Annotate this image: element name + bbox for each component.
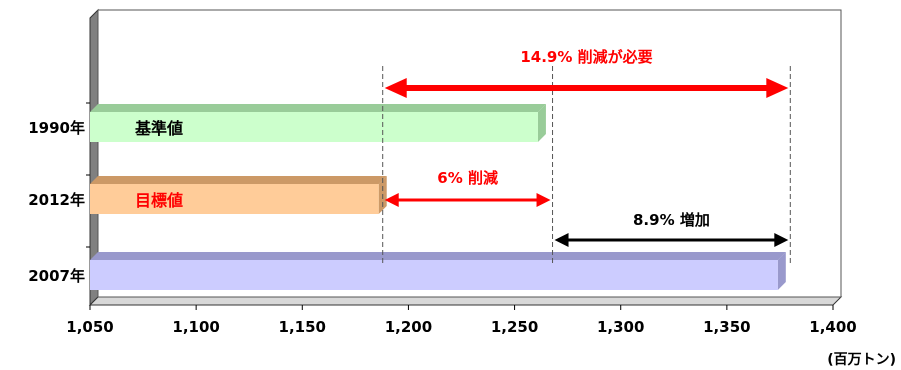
bars: [90, 104, 786, 290]
x-tick-label: 1,200: [385, 318, 432, 336]
bar-top-2007年: [90, 252, 786, 260]
floor: [88, 296, 843, 306]
x-tick-label: 1,250: [491, 318, 538, 336]
bar-side-2007年: [777, 252, 786, 290]
bar-2012年: [90, 184, 379, 214]
arrow-head-right: [766, 78, 789, 98]
annotations: [382, 66, 791, 264]
arrow-head-left: [384, 78, 407, 98]
arrow-head-left: [554, 233, 569, 247]
bar-top-2012年: [90, 176, 387, 184]
x-tick-label: 1,400: [809, 318, 856, 336]
x-tick-label: 1,150: [279, 318, 326, 336]
bar-label: 基準値: [134, 119, 183, 138]
bar-side-1990年: [537, 104, 546, 142]
x-tick-label: 1,300: [597, 318, 644, 336]
arrow-head-left: [384, 193, 399, 207]
labels: 1,050 1,100 1,150 1,200 1,250 1,300 1,350 1,400…: [28, 48, 896, 368]
annotation-label: 6% 削減: [437, 169, 498, 187]
annotation-label: 14.9% 削減が必要: [520, 48, 652, 66]
bar-top-1990年: [90, 104, 546, 112]
x-tick-label: 1,050: [66, 318, 113, 336]
bar-2007年: [90, 260, 778, 290]
x-tick-label: 1,350: [703, 318, 750, 336]
arrow-head-right: [536, 193, 551, 207]
bar-1990年: [90, 112, 538, 142]
category-label: 2012年: [28, 191, 85, 209]
arrow-head-right: [774, 233, 789, 247]
category-label: 1990年: [28, 119, 85, 137]
category-label: 2007年: [28, 267, 85, 285]
arrow-2: [384, 193, 551, 207]
arrow-1: [384, 78, 789, 98]
unit-label: (百万トン): [827, 352, 896, 368]
plot-area: [86, 8, 843, 310]
x-tick-label: 1,100: [172, 318, 219, 336]
bar-label: 目標値: [135, 191, 183, 210]
annotation-label: 8.9% 増加: [633, 211, 710, 229]
back-wall: [97, 9, 842, 298]
arrow-3: [554, 233, 789, 247]
